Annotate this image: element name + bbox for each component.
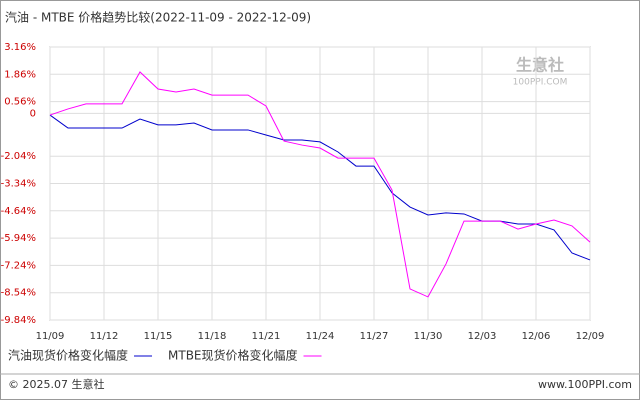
x-tick-label: 11/09 [36,331,65,342]
y-tick-label: 1.86% [4,69,36,80]
x-tick-label: 12/09 [576,331,605,342]
y-tick-label: 0 [30,108,36,119]
y-tick-label: -4.64% [1,206,36,217]
watermark-url: 100PPI.COM [513,78,568,88]
y-tick-label: -9.84% [1,315,36,326]
y-tick-label: -7.24% [1,260,36,271]
legend-label: 汽油现货价格变化幅度 [8,348,128,363]
x-tick-label: 11/18 [198,331,227,342]
x-tick-label: 11/21 [252,331,281,342]
footer-left: © 2025.07 生意社 [8,377,104,391]
series-line [49,71,591,298]
chart-title: 汽油 - MTBE 价格趋势比较(2022-11-09 - 2022-12-09… [5,10,311,25]
y-tick-label: -8.54% [1,288,36,299]
x-tick-label: 11/27 [360,331,389,342]
y-tick-label: 3.16% [4,42,36,53]
x-tick-label: 12/06 [522,331,551,342]
footer-right: www.100PPI.com [538,378,632,391]
watermark: 生意社 [516,56,564,75]
x-tick-label: 12/03 [468,331,497,342]
x-tick-label: 11/30 [414,331,443,342]
legend-label: MTBE现货价格变化幅度 [168,348,298,363]
y-tick-label: -2.04% [1,151,36,162]
x-tick-label: 11/15 [144,331,173,342]
y-tick-label: -3.34% [1,179,36,190]
x-tick-label: 11/12 [90,331,119,342]
y-tick-label: -5.94% [1,233,36,244]
y-tick-label: 0.56% [4,97,36,108]
x-tick-label: 11/24 [306,331,335,342]
